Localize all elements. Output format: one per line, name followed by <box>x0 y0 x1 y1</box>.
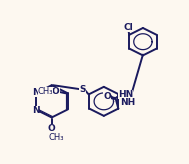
Text: S: S <box>79 85 86 94</box>
Text: NH: NH <box>120 98 135 107</box>
Text: O: O <box>103 92 111 101</box>
Text: CH₃: CH₃ <box>49 133 64 142</box>
Text: N: N <box>32 106 39 115</box>
Text: Cl: Cl <box>123 23 133 32</box>
Text: O: O <box>48 124 56 133</box>
Text: O: O <box>52 87 60 96</box>
Text: CH₃: CH₃ <box>38 87 53 96</box>
Text: HN: HN <box>118 90 133 99</box>
Text: N: N <box>32 88 39 97</box>
